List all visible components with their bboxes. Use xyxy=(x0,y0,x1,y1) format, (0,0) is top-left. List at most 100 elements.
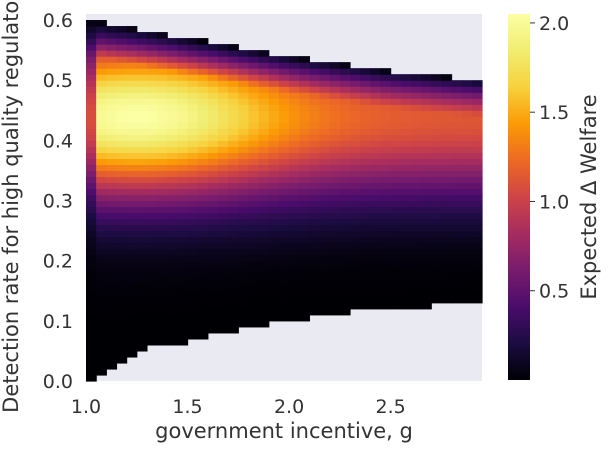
heatmap-cell xyxy=(370,284,382,292)
heatmap-cell xyxy=(126,134,138,141)
heatmap-cell xyxy=(350,272,361,280)
heatmap-cell xyxy=(289,122,300,129)
heatmap-cell xyxy=(329,194,341,202)
heatmap-cell xyxy=(339,212,351,220)
heatmap-cell xyxy=(278,116,290,123)
heatmap-cell xyxy=(136,302,148,310)
heatmap-cell xyxy=(238,116,250,123)
heatmap-cell xyxy=(278,152,290,159)
heatmap-cell xyxy=(421,188,432,196)
x-axis-ticks: 1.0 1.5 2.0 2.5 xyxy=(71,396,406,418)
heatmap-cell xyxy=(116,56,128,63)
heatmap-cell xyxy=(421,92,432,99)
heatmap-cell xyxy=(451,242,463,250)
heatmap-cell xyxy=(299,290,310,298)
heatmap-cell xyxy=(268,230,280,238)
heatmap-cell xyxy=(441,230,453,238)
heatmap-cell xyxy=(106,122,118,129)
heatmap-cell xyxy=(177,56,189,63)
heatmap-cell xyxy=(86,302,97,310)
heatmap-cell xyxy=(299,272,310,280)
heatmap-cell xyxy=(451,158,463,166)
heatmap-cell xyxy=(136,80,148,87)
heatmap-cell xyxy=(157,134,168,141)
heatmap-cell xyxy=(451,116,463,123)
y-tick-label: 0.0 xyxy=(43,371,73,393)
heatmap-cell xyxy=(218,56,229,63)
heatmap-cell xyxy=(370,278,382,286)
heatmap-cell xyxy=(86,218,97,226)
heatmap-cell xyxy=(187,332,199,340)
heatmap-cell xyxy=(218,176,229,184)
heatmap-cell xyxy=(187,302,199,310)
heatmap-cell xyxy=(268,308,280,316)
heatmap-cell xyxy=(86,248,97,256)
heatmap-cell xyxy=(410,254,422,262)
heatmap-cell xyxy=(268,254,280,262)
heatmap-cell xyxy=(329,308,341,316)
heatmap-cell xyxy=(258,236,270,244)
heatmap-cell xyxy=(207,302,219,310)
heatmap-cell xyxy=(146,278,158,286)
heatmap-cell xyxy=(136,32,148,39)
heatmap-cell xyxy=(380,68,392,75)
heatmap-cell xyxy=(360,212,371,220)
heatmap-cell xyxy=(207,116,219,123)
heatmap-cell xyxy=(350,200,361,208)
heatmap-cell xyxy=(390,296,402,304)
heatmap-cell xyxy=(258,164,270,172)
heatmap-cell xyxy=(187,290,199,298)
heatmap-cell xyxy=(380,278,392,286)
heatmap-cell xyxy=(441,236,453,244)
heatmap-cell xyxy=(299,164,310,172)
heatmap-cell xyxy=(207,266,219,274)
heatmap-cell xyxy=(136,62,148,69)
heatmap-cell xyxy=(471,260,483,268)
heatmap-cell xyxy=(421,170,432,178)
heatmap-cell xyxy=(461,80,473,87)
heatmap-cell xyxy=(228,86,239,93)
heatmap-cell xyxy=(228,314,239,322)
heatmap-cell xyxy=(390,200,402,208)
heatmap-cell xyxy=(96,254,107,262)
heatmap-cell xyxy=(319,164,331,172)
heatmap-cell xyxy=(461,170,473,178)
heatmap-cell xyxy=(96,200,107,208)
heatmap-cell xyxy=(390,194,402,202)
heatmap-cell xyxy=(106,140,118,147)
heatmap-cell xyxy=(106,272,118,280)
heatmap-cell xyxy=(207,110,219,117)
heatmap-cell xyxy=(299,92,310,99)
heatmap-cell xyxy=(400,224,412,232)
heatmap-cell xyxy=(319,212,331,220)
heatmap-cell xyxy=(278,188,290,196)
heatmap-cell xyxy=(471,128,483,135)
heatmap-cell xyxy=(360,122,371,129)
heatmap-cell xyxy=(106,260,118,268)
heatmap-cell xyxy=(390,116,402,123)
heatmap-cell xyxy=(96,308,107,316)
heatmap-cell xyxy=(390,278,402,286)
heatmap-cell xyxy=(177,308,189,316)
heatmap-cell xyxy=(157,230,168,238)
heatmap-cell xyxy=(146,122,158,129)
heatmap-cell xyxy=(278,308,290,316)
heatmap-cell xyxy=(136,230,148,238)
heatmap-cell xyxy=(106,320,118,328)
heatmap-cell xyxy=(289,98,300,105)
heatmap-cell xyxy=(421,110,432,117)
heatmap-cell xyxy=(268,74,280,81)
heatmap-cell xyxy=(268,176,280,184)
heatmap-cell xyxy=(146,314,158,322)
heatmap-cell xyxy=(268,134,280,141)
heatmap-cell xyxy=(248,272,260,280)
heatmap-cell xyxy=(187,206,199,214)
heatmap-cell xyxy=(207,290,219,298)
colorbar-tick-label: 2.0 xyxy=(539,13,569,35)
heatmap-cell xyxy=(136,50,148,57)
heatmap-cell xyxy=(116,110,128,117)
heatmap-cell xyxy=(309,62,321,69)
heatmap-cell xyxy=(339,182,351,190)
heatmap-cell xyxy=(370,212,382,220)
heatmap-cell xyxy=(319,116,331,123)
